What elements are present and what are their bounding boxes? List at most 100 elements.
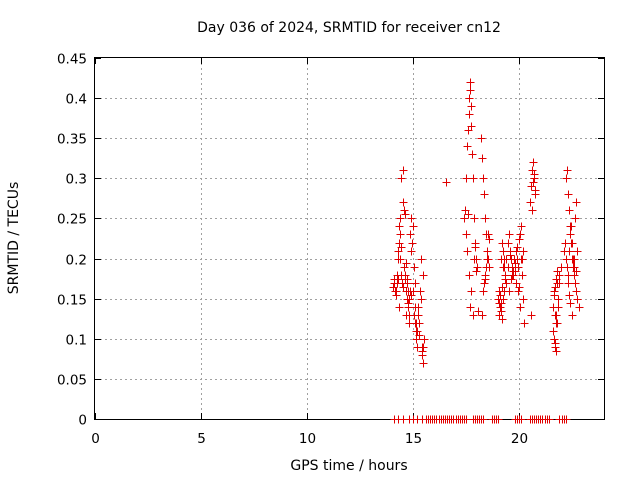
x-tick-labels: 0 5 10 15 20 (91, 431, 528, 447)
data-point (573, 247, 582, 256)
data-point (517, 415, 526, 424)
data-point (482, 263, 491, 272)
data-point (411, 279, 420, 288)
data-point (417, 255, 426, 264)
data-point (466, 303, 475, 312)
data-point (499, 295, 508, 304)
data-point (466, 78, 475, 87)
data-point (480, 279, 489, 288)
data-point (551, 339, 560, 348)
data-point (550, 335, 559, 344)
data-points (389, 78, 584, 424)
data-point (550, 291, 559, 300)
data-point (460, 214, 469, 223)
data-point (554, 303, 563, 312)
data-point (479, 415, 488, 424)
data-point (553, 319, 562, 328)
data-point (478, 154, 487, 163)
data-point (573, 295, 582, 304)
data-point (506, 251, 515, 260)
data-point (470, 255, 479, 264)
data-point (470, 214, 479, 223)
data-point (570, 263, 579, 272)
data-point (552, 311, 561, 320)
y-tick-label: 0 (78, 413, 87, 429)
data-point (467, 122, 476, 131)
data-point (402, 311, 411, 320)
y-tick-label: 0.15 (57, 293, 87, 309)
data-point (551, 283, 560, 292)
data-point (409, 222, 418, 231)
data-point (478, 311, 487, 320)
data-point (501, 275, 510, 284)
data-point (472, 267, 481, 276)
data-point (400, 206, 409, 215)
data-point (481, 275, 490, 284)
data-point (415, 331, 424, 340)
x-tick-label: 5 (197, 431, 206, 447)
data-point (512, 247, 521, 256)
data-point (513, 243, 522, 252)
data-point (528, 206, 537, 215)
data-point (508, 271, 517, 280)
data-point (408, 239, 417, 248)
data-point (473, 263, 482, 272)
data-point (571, 214, 580, 223)
y-tick-label: 0.25 (57, 212, 87, 228)
data-point (413, 327, 422, 336)
data-point (396, 255, 405, 264)
data-point (442, 178, 451, 187)
data-point (407, 247, 416, 256)
data-point (462, 174, 471, 183)
data-point (549, 327, 558, 336)
data-point (481, 214, 490, 223)
data-point (565, 206, 574, 215)
data-point (416, 287, 425, 296)
data-point (466, 86, 475, 95)
data-point (395, 222, 404, 231)
data-point (510, 255, 519, 264)
y-tick-label: 0.35 (57, 132, 87, 148)
data-point (568, 239, 577, 248)
y-tick-label: 0.4 (66, 92, 87, 108)
data-point (515, 235, 524, 244)
data-point (463, 247, 472, 256)
data-point (531, 186, 540, 195)
data-point (419, 359, 428, 368)
data-point (502, 279, 511, 288)
axis-ticks (95, 58, 604, 420)
data-point (410, 263, 419, 272)
data-point (405, 295, 414, 304)
data-point (404, 299, 413, 308)
data-point (511, 259, 520, 268)
data-point (397, 243, 406, 252)
data-point (572, 198, 581, 207)
data-point (406, 287, 415, 296)
data-point (527, 182, 536, 191)
data-point (402, 259, 411, 268)
data-point (528, 166, 537, 175)
data-point (545, 415, 554, 424)
data-point (498, 315, 507, 324)
data-point (500, 255, 509, 264)
data-point (530, 170, 539, 179)
data-point (480, 190, 489, 199)
data-point (570, 255, 579, 264)
data-point (563, 166, 572, 175)
grid-lines (95, 58, 604, 419)
data-point (392, 287, 401, 296)
data-point (483, 247, 492, 256)
data-point (553, 267, 562, 276)
data-point (518, 271, 527, 280)
data-point (517, 222, 526, 231)
data-point (565, 291, 574, 300)
data-point (399, 166, 408, 175)
y-tick-label: 0.3 (66, 172, 87, 188)
data-point (563, 263, 572, 272)
x-axis-label: GPS time / hours (290, 458, 407, 474)
data-point (479, 174, 488, 183)
data-point (467, 287, 476, 296)
data-point (485, 235, 494, 244)
data-point (512, 279, 521, 288)
